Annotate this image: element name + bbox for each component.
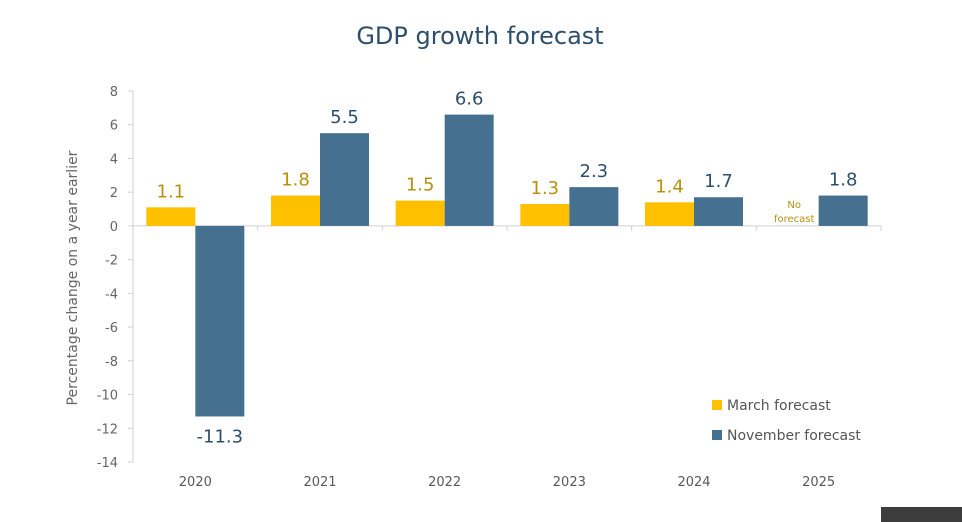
y-axis-title: Percentage change on a year earlier (65, 150, 81, 405)
bar-november-2024 (694, 197, 743, 226)
legend: March forecast November forecast (712, 398, 861, 444)
data-label-march-2022: 1.5 (406, 175, 435, 196)
y-tick-label: 0 (110, 220, 118, 235)
y-tick-label: -6 (105, 321, 118, 336)
data-label-march-2021: 1.8 (281, 170, 310, 191)
bar-march-2022 (395, 200, 445, 226)
data-label-march-2023: 1.3 (531, 178, 560, 199)
legend-label-november: November forecast (727, 428, 861, 444)
y-tick-label: 4 (110, 152, 118, 167)
bar-march-2024 (645, 202, 694, 226)
data-labels: 1.1 1.8 1.5 1.3 1.4 -11.3 5.5 6.6 2.3 1.7 1.8 No for… (157, 89, 858, 448)
data-label-november-2022: 6.6 (455, 89, 484, 110)
y-tick-label: -4 (105, 287, 118, 302)
x-tick-label: 2022 (428, 475, 461, 490)
y-tick-label: -14 (97, 456, 118, 471)
data-label-november-2020: -11.3 (197, 426, 244, 447)
bars (146, 114, 868, 417)
x-tick-label: 2021 (303, 475, 336, 490)
bar-november-2025 (818, 195, 868, 226)
no-forecast-annotation: No (787, 200, 801, 211)
data-label-november-2023: 2.3 (580, 161, 609, 182)
y-tick-label: 6 (110, 119, 118, 134)
legend-swatch-march (712, 400, 722, 410)
bar-november-2020 (195, 225, 245, 417)
y-tick-label: 8 (110, 85, 118, 100)
y-tick-label: -2 (105, 254, 118, 269)
bar-march-2021 (271, 195, 320, 226)
data-label-november-2025: 1.8 (829, 170, 858, 191)
bar-november-2021 (320, 133, 369, 226)
no-forecast-annotation: forecast (774, 214, 815, 225)
bar-march-2020 (146, 207, 196, 226)
legend-label-march: March forecast (727, 398, 831, 414)
y-axis: 8 6 4 2 0 -2 -4 -6 -8 -10 -12 -14 (97, 85, 134, 471)
legend-swatch-november (712, 430, 722, 440)
data-label-november-2024: 1.7 (704, 171, 733, 192)
data-label-march-2024: 1.4 (655, 176, 684, 197)
y-tick-label: -10 (97, 389, 118, 404)
data-label-march-2020: 1.1 (157, 181, 186, 202)
bar-march-2023 (520, 203, 570, 226)
y-tick-label: 2 (110, 186, 118, 201)
corner-overlay (881, 507, 962, 522)
y-tick-label: -8 (105, 355, 118, 370)
x-tick-label: 2024 (677, 475, 710, 490)
x-tick-label: 2025 (802, 475, 835, 490)
y-tick-label: -12 (97, 422, 118, 437)
bar-november-2023 (569, 187, 619, 226)
chart-title: GDP growth forecast (356, 22, 603, 50)
x-axis: 2020 2021 2022 2023 2024 2025 (132, 225, 882, 490)
bar-november-2022 (444, 114, 494, 226)
x-tick-label: 2023 (553, 475, 586, 490)
x-tick-label: 2020 (179, 475, 212, 490)
data-label-november-2021: 5.5 (330, 107, 359, 128)
